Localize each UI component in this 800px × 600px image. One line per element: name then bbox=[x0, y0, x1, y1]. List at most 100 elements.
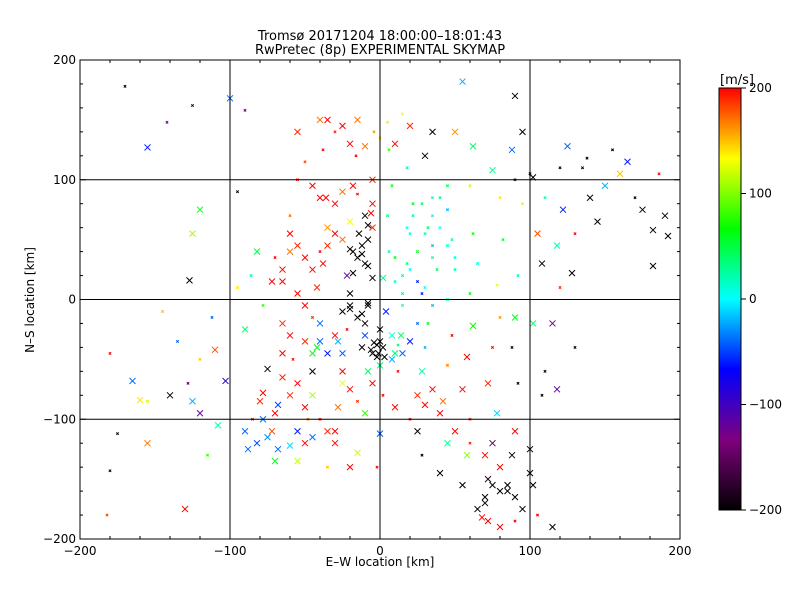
data-point-158 bbox=[510, 345, 514, 349]
x-tick-label: −100 bbox=[214, 544, 247, 558]
data-point-135 bbox=[469, 322, 477, 330]
data-point-214 bbox=[316, 194, 324, 202]
data-point-105 bbox=[411, 202, 415, 206]
data-point-287 bbox=[393, 279, 397, 284]
colorbar-tick-label: 0 bbox=[749, 292, 757, 306]
scatter-points bbox=[105, 78, 672, 531]
data-point-118 bbox=[421, 152, 429, 160]
data-point-191 bbox=[601, 182, 609, 190]
data-point-40 bbox=[274, 401, 282, 409]
data-point-53 bbox=[309, 367, 316, 375]
data-point-299 bbox=[435, 268, 439, 272]
data-point-98 bbox=[387, 148, 391, 152]
data-point-5 bbox=[165, 120, 169, 124]
data-point-196 bbox=[639, 206, 646, 214]
data-point-194 bbox=[624, 158, 631, 166]
data-point-251 bbox=[253, 439, 261, 447]
x-axis-label: E–W location [km] bbox=[326, 555, 435, 569]
data-point-215 bbox=[331, 200, 339, 208]
data-point-23 bbox=[175, 339, 180, 343]
data-point-122 bbox=[439, 397, 447, 405]
data-point-216 bbox=[339, 188, 346, 196]
data-point-149 bbox=[498, 315, 502, 320]
data-point-325 bbox=[381, 353, 388, 361]
data-point-189 bbox=[586, 194, 594, 202]
data-point-139 bbox=[468, 184, 472, 188]
data-point-17 bbox=[145, 399, 150, 403]
data-point-232 bbox=[273, 256, 277, 260]
data-point-83 bbox=[367, 209, 375, 217]
x-tick-label: 200 bbox=[669, 544, 692, 558]
data-point-153 bbox=[489, 166, 496, 174]
data-point-32 bbox=[235, 190, 240, 194]
data-point-262 bbox=[391, 403, 399, 411]
data-point-265 bbox=[429, 385, 436, 393]
data-point-107 bbox=[400, 112, 405, 116]
data-point-110 bbox=[421, 401, 429, 409]
data-point-113 bbox=[426, 321, 430, 326]
data-point-74 bbox=[354, 116, 361, 124]
data-point-311 bbox=[339, 308, 346, 315]
data-point-264 bbox=[414, 391, 421, 399]
data-point-183 bbox=[564, 142, 571, 150]
data-point-152 bbox=[498, 196, 502, 200]
data-point-247 bbox=[256, 397, 264, 405]
data-point-313 bbox=[324, 350, 331, 357]
data-point-187 bbox=[580, 166, 585, 170]
data-point-281 bbox=[423, 232, 427, 236]
data-point-167 bbox=[529, 481, 537, 489]
y-tick-label: 200 bbox=[53, 53, 76, 67]
data-point-136 bbox=[468, 291, 472, 296]
data-point-297 bbox=[445, 244, 450, 248]
data-point-123 bbox=[445, 363, 450, 367]
y-tick-label: −200 bbox=[43, 532, 76, 546]
data-point-268 bbox=[468, 441, 472, 445]
data-point-45 bbox=[288, 214, 292, 218]
data-point-169 bbox=[540, 393, 544, 397]
data-point-57 bbox=[319, 260, 327, 267]
data-point-1 bbox=[190, 103, 195, 108]
data-point-213 bbox=[309, 182, 316, 190]
data-point-315 bbox=[309, 350, 316, 357]
data-point-177 bbox=[553, 385, 561, 393]
data-point-38 bbox=[268, 427, 276, 435]
data-point-120 bbox=[436, 469, 444, 477]
colorbar-tick-label: 100 bbox=[749, 187, 772, 201]
data-point-71 bbox=[346, 218, 354, 226]
data-point-12 bbox=[196, 409, 204, 417]
data-point-243 bbox=[324, 427, 331, 435]
data-point-130 bbox=[459, 481, 466, 489]
data-point-193 bbox=[616, 170, 624, 178]
data-point-238 bbox=[279, 350, 286, 357]
data-point-55 bbox=[316, 320, 324, 327]
data-point-192 bbox=[610, 148, 615, 152]
data-point-285 bbox=[415, 279, 420, 284]
data-point-198 bbox=[649, 262, 657, 270]
data-point-239 bbox=[294, 379, 301, 387]
data-point-147 bbox=[484, 379, 492, 387]
chart-subtitle: RwPretec (8p) EXPERIMENTAL SKYMAP bbox=[255, 43, 505, 58]
data-point-41 bbox=[279, 320, 286, 327]
data-point-128 bbox=[445, 184, 450, 188]
data-point-205 bbox=[333, 130, 337, 134]
data-point-161 bbox=[520, 202, 525, 206]
data-point-261 bbox=[369, 379, 376, 387]
data-point-295 bbox=[445, 208, 450, 212]
data-point-76 bbox=[361, 409, 369, 417]
data-point-127 bbox=[450, 238, 454, 242]
data-point-159 bbox=[511, 314, 519, 321]
data-point-288 bbox=[400, 273, 405, 278]
data-point-6 bbox=[196, 206, 204, 214]
data-point-197 bbox=[649, 226, 657, 234]
data-point-320 bbox=[388, 356, 396, 363]
data-point-321 bbox=[373, 353, 381, 361]
data-point-179 bbox=[558, 285, 562, 290]
data-point-20 bbox=[105, 513, 109, 517]
data-point-241 bbox=[301, 403, 309, 411]
data-point-195 bbox=[633, 196, 637, 200]
data-point-126 bbox=[453, 268, 457, 272]
data-point-49 bbox=[294, 457, 301, 465]
data-point-245 bbox=[346, 463, 354, 471]
data-point-3 bbox=[243, 108, 247, 112]
